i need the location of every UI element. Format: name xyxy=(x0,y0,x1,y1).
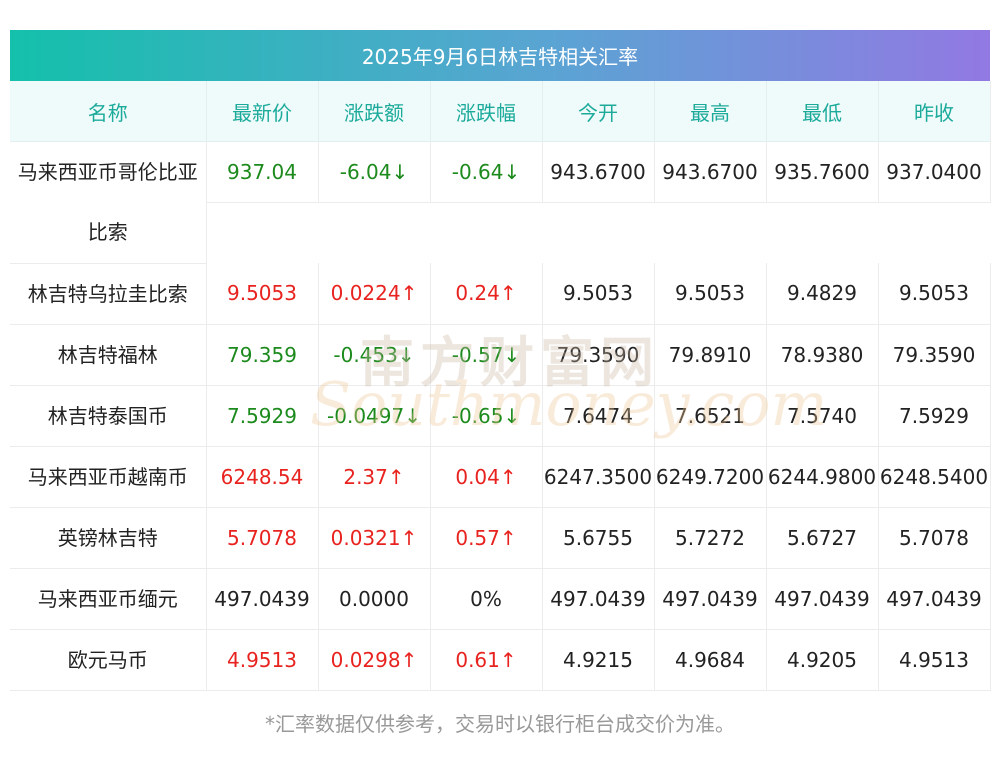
low-price: 7.5740 xyxy=(766,385,879,447)
empty-cell xyxy=(206,203,990,264)
table-row: 马来西亚币越南币 6248.54 2.37↑ 0.04↑ 6247.3500 6… xyxy=(10,446,991,508)
change-amount: -0.453↓ xyxy=(318,324,431,386)
low-price: 935.7600 xyxy=(766,141,879,203)
prev-close-price: 5.7078 xyxy=(878,507,991,569)
low-price: 9.4829 xyxy=(766,263,879,325)
low-price: 6244.9800 xyxy=(766,446,879,508)
change-percent: 0.04↑ xyxy=(430,446,543,508)
prev-close-price: 4.9513 xyxy=(878,629,991,691)
open-price: 497.0439 xyxy=(542,568,655,630)
table-row: 马来西亚币哥伦比亚比索 937.04 -6.04↓ -0.64↓ 943.670… xyxy=(10,141,991,264)
header-prev-close: 昨收 xyxy=(878,81,991,142)
open-price: 7.6474 xyxy=(542,385,655,447)
latest-price: 7.5929 xyxy=(206,385,319,447)
header-high: 最高 xyxy=(654,81,767,142)
change-amount: 2.37↑ xyxy=(318,446,431,508)
currency-pair-name: 英镑林吉特 xyxy=(10,507,207,569)
table-row: 林吉特福林 79.359 -0.453↓ -0.57↓ 79.3590 79.8… xyxy=(10,324,991,386)
table-row: 英镑林吉特 5.7078 0.0321↑ 0.57↑ 5.6755 5.7272… xyxy=(10,507,991,569)
table-header-row: 名称 最新价 涨跌额 涨跌幅 今开 最高 最低 昨收 xyxy=(10,81,991,142)
currency-pair-name: 林吉特泰国币 xyxy=(10,385,207,447)
change-percent: 0.57↑ xyxy=(430,507,543,569)
change-percent: 0% xyxy=(430,568,543,630)
latest-price: 79.359 xyxy=(206,324,319,386)
header-latest: 最新价 xyxy=(206,81,319,142)
latest-price: 9.5053 xyxy=(206,263,319,325)
prev-close-price: 937.0400 xyxy=(878,141,991,203)
latest-price: 937.04 xyxy=(206,141,319,203)
table-row: 林吉特乌拉圭比索 9.5053 0.0224↑ 0.24↑ 9.5053 9.5… xyxy=(10,263,991,325)
open-price: 5.6755 xyxy=(542,507,655,569)
table-row: 马来西亚币缅元 497.0439 0.0000 0% 497.0439 497.… xyxy=(10,568,991,630)
table-row: 欧元马币 4.9513 0.0298↑ 0.61↑ 4.9215 4.9684 … xyxy=(10,629,991,691)
high-price: 9.5053 xyxy=(654,263,767,325)
change-percent: 0.61↑ xyxy=(430,629,543,691)
high-price: 4.9684 xyxy=(654,629,767,691)
prev-close-price: 79.3590 xyxy=(878,324,991,386)
change-amount: 0.0224↑ xyxy=(318,263,431,325)
latest-price: 5.7078 xyxy=(206,507,319,569)
low-price: 4.9205 xyxy=(766,629,879,691)
header-change: 涨跌额 xyxy=(318,81,431,142)
exchange-rate-table: 名称 最新价 涨跌额 涨跌幅 今开 最高 最低 昨收 马来西亚币哥伦比亚比索 9… xyxy=(10,81,991,691)
high-price: 5.7272 xyxy=(654,507,767,569)
low-price: 497.0439 xyxy=(766,568,879,630)
currency-pair-name: 林吉特乌拉圭比索 xyxy=(10,263,207,325)
prev-close-price: 9.5053 xyxy=(878,263,991,325)
change-amount: -6.04↓ xyxy=(318,141,431,203)
currency-pair-name: 欧元马币 xyxy=(10,629,207,691)
high-price: 7.6521 xyxy=(654,385,767,447)
prev-close-price: 6248.5400 xyxy=(878,446,991,508)
high-price: 943.6700 xyxy=(654,141,767,203)
high-price: 497.0439 xyxy=(654,568,767,630)
high-price: 79.8910 xyxy=(654,324,767,386)
currency-pair-name: 林吉特福林 xyxy=(10,324,207,386)
change-amount: 0.0321↑ xyxy=(318,507,431,569)
latest-price: 497.0439 xyxy=(206,568,319,630)
latest-price: 4.9513 xyxy=(206,629,319,691)
header-low: 最低 xyxy=(766,81,879,142)
header-change-pct: 涨跌幅 xyxy=(430,81,543,142)
disclaimer-note: *汇率数据仅供参考，交易时以银行柜台成交价为准。 xyxy=(265,712,735,736)
currency-pair-name: 马来西亚币哥伦比亚比索 xyxy=(10,141,207,264)
open-price: 9.5053 xyxy=(542,263,655,325)
open-price: 4.9215 xyxy=(542,629,655,691)
change-percent: -0.64↓ xyxy=(430,141,543,203)
table-title: 2025年9月6日林吉特相关汇率 xyxy=(10,30,990,81)
change-percent: -0.65↓ xyxy=(430,385,543,447)
change-percent: 0.24↑ xyxy=(430,263,543,325)
open-price: 6247.3500 xyxy=(542,446,655,508)
prev-close-price: 497.0439 xyxy=(878,568,991,630)
latest-price: 6248.54 xyxy=(206,446,319,508)
low-price: 78.9380 xyxy=(766,324,879,386)
high-price: 6249.7200 xyxy=(654,446,767,508)
table-row: 林吉特泰国币 7.5929 -0.0497↓ -0.65↓ 7.6474 7.6… xyxy=(10,385,991,447)
header-name: 名称 xyxy=(10,81,207,142)
change-amount: 0.0298↑ xyxy=(318,629,431,691)
change-amount: 0.0000 xyxy=(318,568,431,630)
prev-close-price: 7.5929 xyxy=(878,385,991,447)
change-percent: -0.57↓ xyxy=(430,324,543,386)
currency-pair-name: 马来西亚币越南币 xyxy=(10,446,207,508)
low-price: 5.6727 xyxy=(766,507,879,569)
open-price: 79.3590 xyxy=(542,324,655,386)
change-amount: -0.0497↓ xyxy=(318,385,431,447)
currency-pair-name: 马来西亚币缅元 xyxy=(10,568,207,630)
header-open: 今开 xyxy=(542,81,655,142)
open-price: 943.6700 xyxy=(542,141,655,203)
